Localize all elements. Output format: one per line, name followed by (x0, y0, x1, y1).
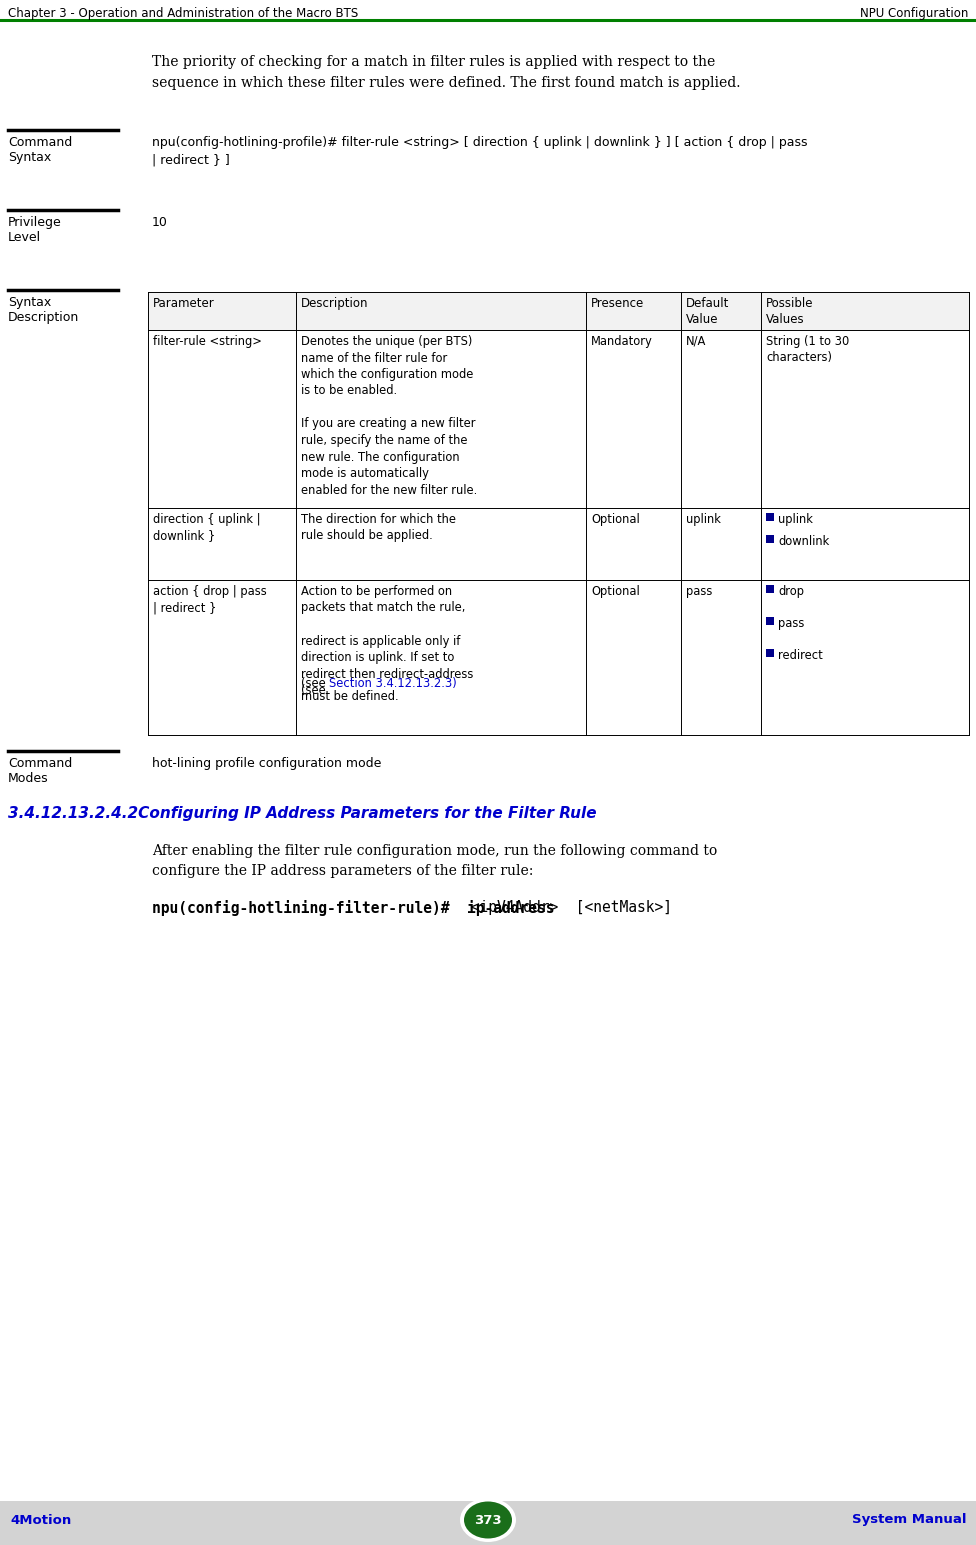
Bar (766, 513, 774, 521)
Text: npu(config-hotlining-profile)# filter-rule <string> [ direction { uplink | downl: npu(config-hotlining-profile)# filter-ru… (152, 136, 807, 167)
Bar (0, 1502, 976, 1545)
Text: Description: Description (301, 297, 369, 311)
Text: String (1 to 30
characters): String (1 to 30 characters) (766, 335, 849, 365)
Text: (see: (see (301, 677, 326, 691)
Text: Optional: Optional (591, 513, 639, 525)
Text: Mandatory: Mandatory (591, 335, 653, 348)
Text: action { drop | pass
| redirect }: action { drop | pass | redirect } (153, 586, 266, 615)
Text: uplink: uplink (778, 513, 813, 525)
Text: Syntax
Description: Syntax Description (8, 297, 79, 324)
Text: 4Motion: 4Motion (10, 1514, 71, 1526)
Text: N/A: N/A (686, 335, 707, 348)
Text: Default
Value: Default Value (686, 297, 729, 326)
Text: Action to be performed on
packets that match the rule,

redirect is applicable o: Action to be performed on packets that m… (301, 586, 473, 697)
Text: pass: pass (778, 616, 804, 630)
Text: The priority of checking for a match in filter rules is applied with respect to : The priority of checking for a match in … (152, 56, 715, 70)
Ellipse shape (460, 1499, 516, 1542)
Text: hot-lining profile configuration mode: hot-lining profile configuration mode (152, 757, 382, 769)
Bar (766, 535, 774, 542)
Text: Privilege
Level: Privilege Level (8, 216, 61, 244)
Text: uplink: uplink (686, 513, 721, 525)
Text: Command
Modes: Command Modes (8, 757, 72, 785)
Text: sequence in which these filter rules were defined. The first found match is appl: sequence in which these filter rules wer… (152, 76, 741, 90)
Bar (766, 586, 774, 593)
Text: System Manual: System Manual (851, 1514, 966, 1526)
Text: 373: 373 (474, 1514, 502, 1526)
Text: Chapter 3 - Operation and Administration of the Macro BTS: Chapter 3 - Operation and Administration… (8, 8, 358, 20)
Ellipse shape (464, 1502, 512, 1539)
Text: 10: 10 (152, 216, 168, 229)
Text: pass: pass (686, 586, 712, 598)
Text: Parameter: Parameter (153, 297, 215, 311)
Bar (148, 292, 969, 331)
Text: <ipV4Addr>  [<netMask>]: <ipV4Addr> [<netMask>] (463, 901, 672, 915)
Text: Possible
Values: Possible Values (766, 297, 814, 326)
Text: 3.4.12.13.2.4.2Configuring IP Address Parameters for the Filter Rule: 3.4.12.13.2.4.2Configuring IP Address Pa… (8, 806, 596, 820)
Text: direction { uplink |
downlink }: direction { uplink | downlink } (153, 513, 261, 542)
Text: Denotes the unique (per BTS)
name of the filter rule for
which the configuration: Denotes the unique (per BTS) name of the… (301, 335, 477, 496)
Text: Optional: Optional (591, 586, 639, 598)
Text: Presence: Presence (591, 297, 644, 311)
Text: drop: drop (778, 586, 804, 598)
Text: NPU Configuration: NPU Configuration (860, 8, 968, 20)
Text: npu(config-hotlining-filter-rule)#  ip-address: npu(config-hotlining-filter-rule)# ip-ad… (152, 901, 554, 916)
Text: redirect: redirect (778, 649, 823, 661)
Text: Section 3.4.12.13.2.3): Section 3.4.12.13.2.3) (329, 677, 457, 691)
Text: configure the IP address parameters of the filter rule:: configure the IP address parameters of t… (152, 864, 533, 878)
Text: Command
Syntax: Command Syntax (8, 136, 72, 164)
Bar (766, 616, 774, 626)
Text: filter-rule <string>: filter-rule <string> (153, 335, 262, 348)
Text: The direction for which the
rule should be applied.: The direction for which the rule should … (301, 513, 456, 542)
Text: After enabling the filter rule configuration mode, run the following command to: After enabling the filter rule configura… (152, 844, 717, 857)
Bar (766, 649, 774, 657)
Text: downlink: downlink (778, 535, 830, 548)
Text: must be defined.: must be defined. (301, 691, 398, 703)
